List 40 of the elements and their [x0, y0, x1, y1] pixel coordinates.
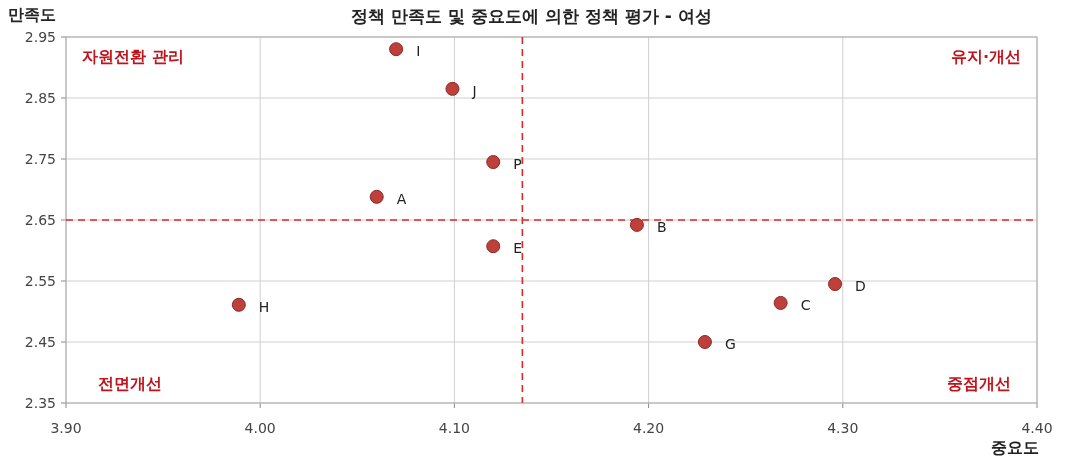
point — [445, 81, 460, 96]
data-label: A — [396, 190, 407, 207]
data-label: E — [513, 240, 523, 257]
x-tick-label: 4.20 — [633, 420, 665, 436]
point — [486, 155, 501, 170]
y-tick-label: 2.95 — [24, 29, 56, 45]
y-tick-label: 2.85 — [24, 90, 56, 106]
point — [369, 189, 384, 204]
x-tick-label: 4.40 — [1021, 420, 1053, 436]
annotation: 자원전환 관리 — [82, 47, 184, 66]
data-label: H — [258, 298, 270, 315]
annotation: 중점개선 — [947, 374, 1011, 393]
point — [697, 335, 712, 349]
point — [828, 277, 843, 292]
x-tick-label: 4.00 — [244, 420, 276, 436]
y-tick-label: 2.45 — [24, 334, 56, 350]
y-tick-label: 2.35 — [24, 395, 56, 411]
y-tick-label: 2.75 — [24, 151, 56, 167]
data-label: B — [656, 218, 667, 235]
y-tick-label: 2.55 — [24, 273, 56, 289]
data-label: D — [855, 278, 866, 295]
y-tick-label: 2.65 — [24, 212, 56, 228]
x-tick-label: 3.90 — [50, 420, 82, 436]
data-label: J — [471, 82, 477, 99]
point — [629, 217, 644, 232]
y-axis-title: 만족도 — [8, 5, 56, 24]
annotation: 유지·개선 — [950, 47, 1021, 66]
x-axis-title: 중요도 — [991, 438, 1039, 457]
chart-title: 정책 만족도 및 중요도에 의한 정책 평가 - 여성 — [351, 6, 712, 26]
x-tick-label: 4.10 — [438, 420, 470, 436]
point — [231, 297, 246, 312]
annotation: 전면개선 — [98, 374, 162, 393]
data-label: G — [724, 336, 736, 352]
data-label: I — [416, 43, 421, 60]
data-label: P — [513, 156, 522, 173]
point — [486, 239, 501, 254]
point — [389, 42, 404, 57]
x-tick-label: 4.30 — [827, 420, 859, 436]
point — [773, 295, 788, 310]
data-label: C — [800, 296, 811, 313]
